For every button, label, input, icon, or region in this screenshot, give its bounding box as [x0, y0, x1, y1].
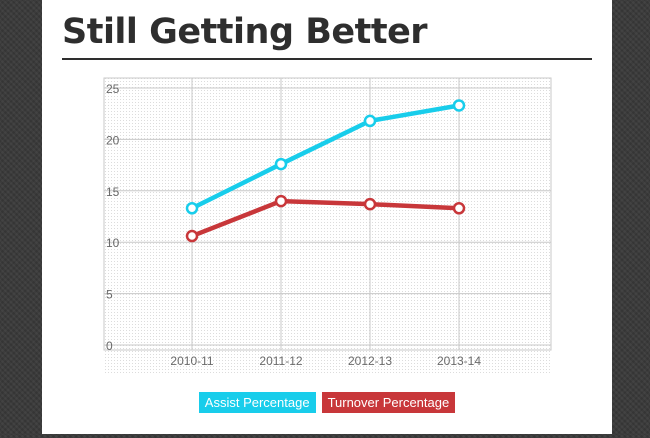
article-panel: Still Getting Better 0 5 10 15 20 25 2010-11 2…: [42, 0, 612, 434]
data-point[interactable]: [274, 157, 288, 171]
series-turnover: [185, 194, 466, 243]
series-line: [189, 103, 462, 211]
y-tick-label: 15: [106, 185, 120, 199]
data-point[interactable]: [185, 202, 199, 215]
x-tick-label: 2010-11: [170, 354, 213, 368]
plot-frame: [103, 77, 552, 351]
legend-item-turnover[interactable]: Turnover Percentage: [321, 392, 456, 413]
x-axis-ticks: 2010-11 2011-12 2012-13 2013-14: [170, 354, 481, 368]
data-point[interactable]: [185, 229, 199, 243]
chart-svg: 0 5 10 15 20 25 2010-11 2011-12 2012-13 2013-14: [103, 77, 552, 374]
series-line: [189, 198, 462, 239]
line-chart: 0 5 10 15 20 25 2010-11 2011-12 2012-13 2013-14: [42, 0, 612, 434]
data-point[interactable]: [452, 99, 466, 112]
chart-legend: Assist Percentage Turnover Percentage: [42, 392, 612, 413]
plot-background: [104, 78, 551, 374]
y-tick-label: 0: [106, 339, 113, 353]
x-tick-label: 2012-13: [348, 354, 392, 368]
legend-item-assist[interactable]: Assist Percentage: [198, 392, 316, 413]
y-axis-ticks: 0 5 10 15 20 25: [106, 82, 120, 353]
series-assist: [185, 99, 466, 215]
series-group: [185, 99, 466, 243]
y-tick-label: 25: [106, 82, 120, 96]
data-point[interactable]: [452, 202, 466, 215]
page-title: Still Getting Better: [62, 12, 428, 52]
y-tick-label: 10: [106, 236, 120, 250]
data-point[interactable]: [363, 114, 377, 128]
data-point[interactable]: [363, 197, 377, 211]
data-point[interactable]: [274, 194, 288, 208]
y-tick-label: 20: [106, 133, 120, 147]
x-tick-label: 2011-12: [259, 354, 302, 368]
x-tick-label: 2013-14: [437, 354, 481, 368]
title-divider: [62, 58, 592, 60]
y-tick-label: 5: [106, 288, 113, 302]
